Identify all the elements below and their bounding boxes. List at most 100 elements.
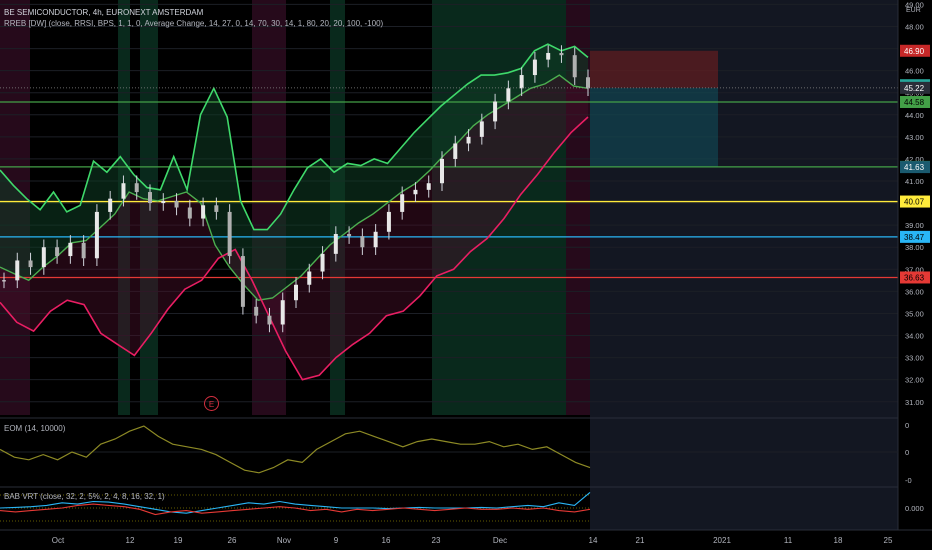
candle-body [214, 205, 219, 212]
candle-body [307, 271, 312, 285]
candle-body [41, 247, 46, 268]
upper-band-fill [0, 44, 588, 301]
price-tick-label: 46.00 [905, 67, 924, 76]
candle-body [94, 211, 99, 259]
symbol-title: BE SEMICONDUCTOR, 4h, EURONEXT AMSTERDAM [4, 8, 204, 17]
position-stop-zone [590, 50, 718, 88]
future-area [590, 0, 898, 530]
vrt-red-line [0, 503, 591, 516]
candle-body [201, 205, 206, 219]
price-tick-label: 32.00 [905, 376, 924, 385]
candle-body [519, 75, 524, 89]
price-tick-label: 35.00 [905, 309, 924, 318]
candle-body [161, 200, 166, 204]
time-tick-label: 23 [432, 536, 441, 545]
eom-legend: EOM (14, 10000) [4, 424, 66, 433]
candle-body [134, 183, 139, 193]
time-tick-label: 16 [382, 536, 391, 545]
currency-label: EUR [906, 7, 921, 14]
time-tick-label: 26 [228, 536, 237, 545]
candle-body [413, 189, 418, 195]
signal-zone [252, 0, 286, 415]
time-tick-label: Dec [493, 536, 507, 545]
candle-body [440, 158, 444, 184]
vrt-blue-line [0, 491, 591, 514]
level-tag-label: 40.07 [904, 198, 925, 207]
price-tick-label: 41.00 [905, 177, 924, 186]
price-tick-label: 39.00 [905, 221, 924, 230]
candle-body [240, 256, 245, 307]
candle-body [254, 306, 259, 316]
time-tick-label: 25 [884, 536, 893, 545]
candle-body [267, 315, 272, 325]
candle-body [174, 200, 179, 208]
candle-body [453, 143, 458, 159]
price-tick-label: 43.00 [905, 133, 924, 142]
price-tick-label: 36.00 [905, 287, 924, 296]
vrt-tick-label: 0.000 [905, 504, 924, 513]
eom-tick-label: -0 [905, 476, 912, 485]
candle-body [360, 236, 365, 248]
time-tick-label: 21 [636, 536, 645, 545]
candle-body [68, 242, 73, 257]
level-tag: 38.47 [900, 230, 930, 243]
candle-body [227, 211, 232, 257]
candle-body [280, 300, 285, 325]
time-tick-label: Oct [52, 536, 65, 545]
level-tag: 40.07 [900, 195, 930, 208]
price-tick-label: 44.00 [905, 111, 924, 120]
candle-body [347, 233, 352, 237]
price-tick-label: 48.00 [905, 22, 924, 31]
price-tag: 41.63 [900, 161, 930, 174]
price-tick-label: 49.00 [905, 0, 924, 9]
candle-body [572, 55, 577, 78]
price-tick-label: 31.00 [905, 398, 924, 407]
price-tag: 45.22 [900, 81, 930, 94]
candle-body [2, 280, 6, 282]
candle-body [426, 183, 431, 190]
price-tick-label: 42.00 [905, 155, 924, 164]
signal-zone [140, 0, 158, 415]
candle-body [294, 284, 298, 301]
time-tick-label: 11 [784, 536, 793, 545]
candle-body [386, 211, 391, 232]
candle-body [55, 247, 60, 257]
eom-tick-label: 0 [905, 448, 909, 457]
candle-body [108, 198, 113, 212]
candle-body [148, 192, 152, 204]
candle-body [81, 242, 86, 259]
position-target-zone [590, 87, 718, 168]
candle-body [532, 59, 537, 76]
time-tick-label: 19 [174, 536, 183, 545]
price-tick-label: 38.00 [905, 243, 924, 252]
price-tick-label: 37.00 [905, 265, 924, 274]
candle-body [373, 231, 378, 248]
time-tick-label: 9 [334, 536, 339, 545]
time-tick-label: Nov [277, 536, 291, 545]
candle-body [333, 233, 338, 254]
candle-body [121, 183, 126, 199]
candle-body [506, 88, 511, 102]
candle-body [466, 136, 471, 144]
level-tag: 44.58 [900, 95, 930, 108]
price-tag-label: 41.63 [904, 163, 925, 172]
time-tick-label: 14 [589, 536, 598, 545]
candle-body [559, 52, 564, 56]
level-tag-label: 38.47 [904, 233, 925, 242]
indicator-legend: RREB [DW] (close, RRSI, BPS, 1, 1, 0, Av… [4, 19, 384, 28]
candle-body [479, 121, 484, 137]
level-tag: 36.63 [900, 271, 930, 284]
earnings-marker[interactable]: E [204, 396, 219, 411]
price-tick-label: 34.00 [905, 332, 924, 341]
price-tag-label: 45.22 [904, 84, 925, 93]
time-tick-label: 2021 [713, 536, 731, 545]
vrt-legend: BAB VRT (close, 32, 2, 5%, 2, 4, 8, 16, … [4, 492, 165, 501]
candle-body [493, 101, 498, 122]
price-tick-label: 33.00 [905, 354, 924, 363]
level-tag-label: 36.63 [904, 273, 925, 282]
eom-line [0, 425, 591, 474]
upper-band-line [0, 43, 589, 231]
candle-body [546, 52, 551, 60]
level-tag-label: 44.58 [904, 98, 925, 107]
